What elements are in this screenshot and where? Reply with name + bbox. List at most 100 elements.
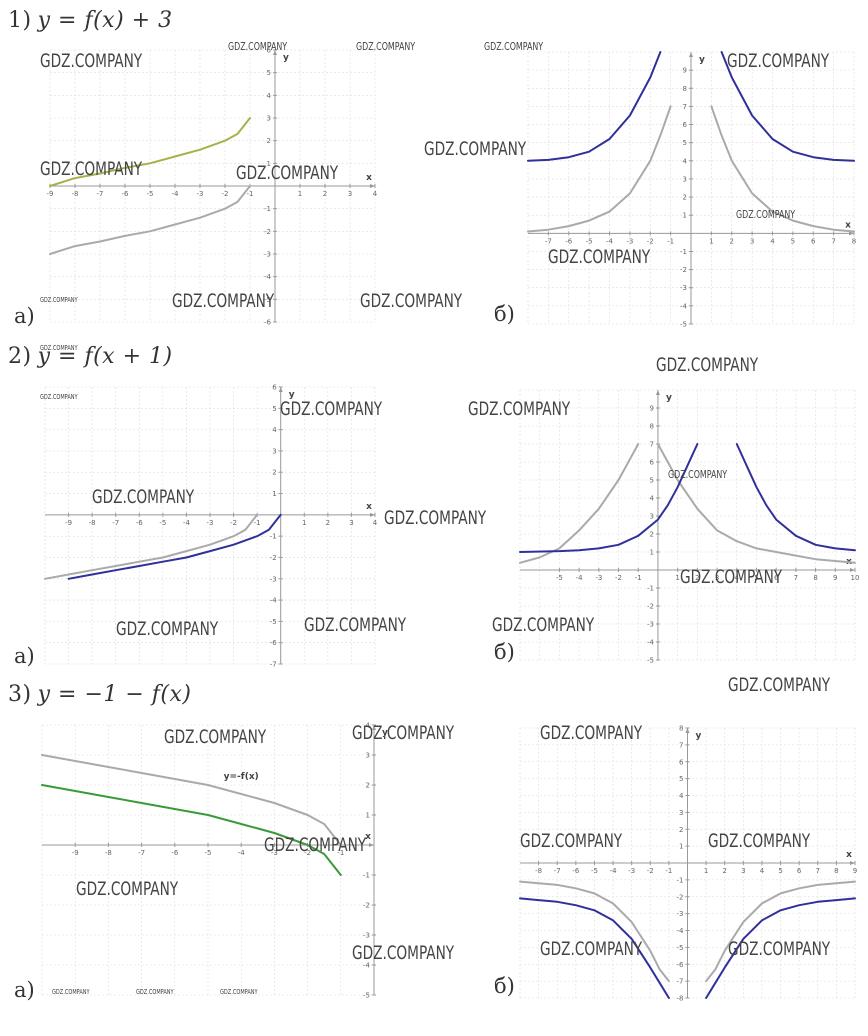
watermark: GDZ.COMPANY [540,722,643,744]
x-axis-arrow [849,231,854,236]
x-tick-label: 3 [348,190,352,198]
watermark: GDZ.COMPANY [236,162,339,184]
y-tick-label: -5 [264,296,271,304]
y-axis-arrow [273,50,277,55]
chart-1a: x y -9 -8 -7 -6 -5 -4 -3 -2 -1 1 2 3 4 -6 -5 -4 -3 -2 -1 1 2 3 4… [47,47,378,327]
watermark: GDZ.COMPANY [304,614,407,636]
y-tick-label: -8 [677,995,684,1003]
watermark: GDZ.COMPANY [220,988,258,996]
curve-annotation: y=-f(x) [224,772,259,782]
series-line-navy [705,897,856,999]
x-tick-label: 5 [754,574,758,582]
x-tick-label: -6 [136,519,144,527]
chart-2a: x y -9 -8 -7 -6 -5 -4 -3 -2 -1 1 2 3 4 -7 -6 -5 -4 -3 -2 -1 1 2… [44,384,378,669]
x-tick-label: -5 [586,237,593,245]
x-axis-label: x [845,220,851,230]
series-line-grey [49,185,251,255]
y-axis-label: y [289,390,295,400]
y-tick-label: 9 [649,405,653,413]
chart-1b-label: б) [494,302,515,326]
x-tick-label: -4 [576,574,584,582]
x-axis-label: x [366,173,372,183]
x-tick-label: -6 [572,867,580,875]
y-tick-label: 8 [649,423,653,431]
x-tick-label: 7 [816,867,820,875]
y-tick-label: -5 [270,618,277,626]
x-tick-label: -7 [97,190,104,198]
x-tick-label: -3 [626,237,633,245]
y-tick-label: 1 [366,812,370,820]
x-tick-label: 2 [326,519,330,527]
y-tick-label: 2 [267,137,271,145]
series-line-grey [519,880,670,983]
y-tick-label: 2 [366,782,370,790]
grid [41,724,375,996]
x-tick-label: 6 [774,574,779,582]
watermark: GDZ.COMPANY [384,507,487,529]
watermark: GDZ.COMPANY [548,246,651,268]
y-tick-label: -3 [264,251,271,259]
y-tick-label: 5 [683,139,687,147]
y-tick-label: -2 [677,893,684,901]
y-tick-label: -1 [680,248,687,256]
watermark: GDZ.COMPANY [116,618,219,640]
y-axis-arrow [689,52,693,57]
y-tick-label: 4 [683,157,688,165]
x-tick-label: -7 [554,867,561,875]
x-tick-label: -6 [565,237,573,245]
x-tick-label: 7 [794,574,798,582]
y-tick-label: -7 [270,661,277,669]
series-line-navy [519,443,699,553]
chart-3a-label: а) [14,978,35,1002]
watermark: GDZ.COMPANY [356,40,416,53]
chart-3b: x y -8 -7 -6 -5 -4 -3 -2 -1 1 2 3 4 5 6 7 8 9 -8 -7 -6 -5 -4 -3 -… [519,725,857,1003]
y-tick-label: -4 [677,927,685,935]
y-tick-label: 2 [649,531,653,539]
x-tick-label: 4 [760,867,765,875]
x-tick-label: 3 [715,574,719,582]
x-tick-label: -6 [171,849,179,857]
y-tick-label: 7 [649,441,653,449]
x-tick-label: -5 [556,574,563,582]
watermark: GDZ.COMPANY [40,393,78,401]
y-tick-label: 1 [267,160,271,168]
x-tick-label: -1 [635,574,642,582]
y-tick-label: 6 [679,758,684,766]
x-tick-label: -3 [628,867,635,875]
x-axis-label: x [846,850,852,860]
y-tick-label: 6 [272,384,277,392]
y-tick-label: 3 [649,513,653,521]
x-axis-arrow [850,861,855,865]
y-tick-label: 6 [683,121,688,129]
y-tick-label: 1 [683,212,687,220]
y-tick-label: -4 [363,962,371,970]
x-tick-label: -2 [615,574,622,582]
x-tick-label: 3 [349,519,353,527]
y-tick-label: 2 [683,194,687,202]
y-axis-arrow [655,390,660,395]
x-tick-label: 2 [323,190,327,198]
y-tick-label: -6 [270,639,278,647]
y-tick-label: 4 [366,722,371,730]
watermark: GDZ.COMPANY [668,468,728,481]
y-tick-label: 2 [679,826,683,834]
watermark: GDZ.COMPANY [680,566,783,588]
y-tick-label: 2 [272,469,276,477]
y-tick-label: -1 [270,533,277,541]
watermark: GDZ.COMPANY [52,988,90,996]
x-tick-label: 2 [695,574,699,582]
x-tick-label: -8 [72,190,79,198]
x-tick-label: -2 [647,867,654,875]
x-tick-label: -4 [610,867,618,875]
x-tick-label: 1 [298,190,302,198]
y-tick-label: 6 [649,459,654,467]
y-tick-label: -5 [647,657,654,665]
y-tick-label: 5 [679,775,683,783]
watermark: GDZ.COMPANY [172,290,275,312]
y-tick-label: 5 [267,69,271,77]
x-tick-label: 1 [675,574,679,582]
x-tick-label: -7 [138,849,145,857]
y-tick-label: -4 [270,597,278,605]
y-tick-label: 5 [649,477,653,485]
watermark: GDZ.COMPANY [468,398,571,420]
